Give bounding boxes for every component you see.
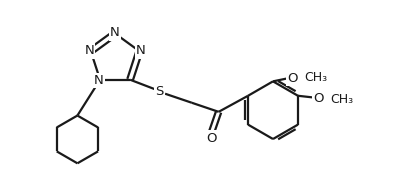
- Text: N: N: [110, 26, 120, 39]
- Text: S: S: [156, 85, 164, 98]
- Text: N: N: [94, 74, 104, 87]
- Text: N: N: [84, 44, 94, 57]
- Text: CH₃: CH₃: [304, 71, 328, 84]
- Text: O: O: [288, 72, 298, 85]
- Text: CH₃: CH₃: [330, 93, 353, 106]
- Text: O: O: [313, 92, 324, 105]
- Text: N: N: [136, 44, 146, 57]
- Text: O: O: [206, 132, 217, 145]
